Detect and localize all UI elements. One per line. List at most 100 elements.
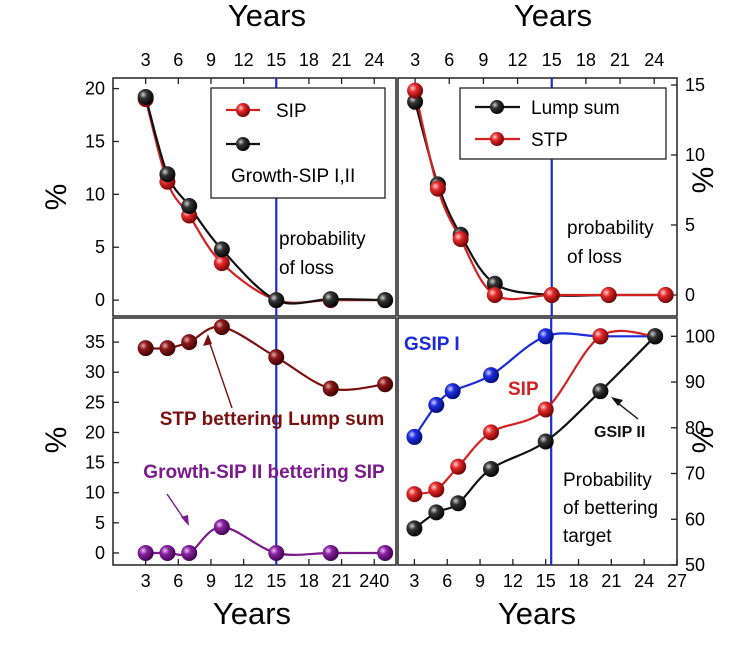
p3-series-0-point [377,376,394,393]
panel-2-plot: 3 6 9 12 15 18 21 24 0 5 10 15 [407,50,705,316]
p2-series-1-point [600,287,617,303]
p2-series-1-point [657,287,674,303]
p4-xtick-label: 6 [442,571,452,591]
p4-ylabel: % [687,427,720,454]
p3-series-0-point [137,340,154,357]
p1-legend-marker-sip [236,103,250,117]
p4-series-0-point [537,328,554,345]
p1-series-1-point [377,292,394,309]
p1-series-1-point [181,197,198,214]
p2-top-xlabel: Years [514,0,592,33]
p1-xtick-label: 18 [299,50,319,70]
p1-ytick-label: 15 [85,131,105,151]
p4-arrowhead-gsip2 [611,397,623,406]
p4-xtick-label: 12 [503,571,523,591]
p4-ytick-label: 100 [685,326,715,346]
p4-xtick-label: 15 [536,571,556,591]
p3-ytick-label: 15 [85,453,105,473]
p2-legend-marker-lump [490,100,504,114]
p4-annotation-gsip1: GSIP I [404,334,460,355]
p1-top-xlabel: Years [228,0,306,33]
p3-xtick-label: 6 [173,571,183,591]
p3-series-0-point [268,349,285,366]
p3-ytick-label: 5 [95,513,105,533]
p4-series-0-point [444,383,461,400]
p1-ytick-label: 5 [95,237,105,257]
p3-ytick-label: 20 [85,422,105,442]
p2-series-1-point [429,180,446,197]
p3-series-1-point [322,544,339,561]
p3-series-1-point [213,519,230,536]
p3-series-0-point [159,340,176,357]
p4-series-2-point [406,520,423,537]
p4-xtick-label: 21 [601,571,621,591]
p3-series-0-point [213,319,230,336]
p4-xtick-label: 18 [569,571,589,591]
p4-annotation-sip: SIP [508,379,539,400]
p4-xtick-label: 27 [667,571,687,591]
p1-ytick-label: 20 [85,79,105,99]
p4-series-0-point [483,367,499,384]
p3-series-line-0 [145,325,386,391]
p1-xtick-label: 24 [364,50,384,70]
p2-series-1-point [407,82,424,99]
p3-ytick-label: 25 [85,392,105,412]
p1-xtick-label: 12 [234,50,254,70]
p2-legend: Lump sum STP [459,87,667,160]
p3-annotation-stp: STP bettering Lump sum [160,409,385,430]
p4-series-2-point [483,460,499,477]
p3-series-0-point [181,334,198,351]
p3-ytick-label: 10 [85,483,105,503]
p3-ytick-label: 35 [85,332,105,352]
p4-series-1-point [537,401,554,418]
p3-arrowhead-gsip2 [181,515,189,526]
p4-series-1-point [483,424,499,441]
p4-ytick-label: 50 [685,555,705,575]
panel-4-frame [397,317,678,566]
p1-legend-label-gsip: Growth-SIP I,II [231,166,355,187]
p3-xtick-label: 3 [141,571,151,591]
p2-ytick-label: 15 [685,75,705,95]
p2-annotation-probability: probability [567,218,654,239]
panel-2-frame [397,77,678,317]
p1-xtick-label: 6 [173,50,183,70]
p4-series-1-point [450,458,467,475]
p1-ylabel: % [40,184,73,211]
p3-series-1-point [159,544,176,561]
p3-series-1-point [181,544,198,561]
p3-xtick-label: 21 [332,571,352,591]
panel-3-frame [112,317,397,566]
p3-xtick-label: 15 [266,571,286,591]
p4-series-2-point [647,328,664,345]
p4-ytick-label: 90 [685,372,705,392]
p4-annotation-line2: of bettering [563,498,658,519]
p1-series-1-point [213,241,230,258]
p1-ytick-label: 0 [95,290,105,310]
p2-series-1-point [452,231,469,247]
p2-ytick-label: 10 [685,145,705,165]
p4-xtick-label: 3 [409,571,419,591]
p3-ytick-label: 0 [95,543,105,563]
p2-annotation-of-loss: of loss [567,247,622,268]
p1-series-1-point [137,89,154,106]
p3-xtick-label: 240 [359,571,389,591]
p4-ytick-label: 80 [685,418,705,438]
p3-series-0-point [322,380,339,397]
p2-xtick-label: 18 [576,50,596,70]
p3-xtick-label: 18 [299,571,319,591]
p4-series-0-point [406,428,423,445]
p3-ytick-label: 30 [85,362,105,382]
panel-1-plot: 3 6 9 12 15 18 21 24 0 5 10 15 20 [85,50,394,316]
p4-annotation-line3: target [563,526,612,547]
p1-annotation-of-loss: of loss [279,258,334,279]
panel-3-plot: 3 6 9 12 15 18 21 240 0 5 10 15 20 25 30 35 [85,318,394,591]
p1-xtick-label: 3 [141,50,151,70]
p3-arrowhead-stp [203,334,212,346]
p2-xtick-label: 15 [542,50,562,70]
p4-ytick-label: 60 [685,509,705,529]
p4-series-2-point [428,504,445,521]
p4-series-1-point [592,328,609,345]
p2-series-0-point [486,275,503,292]
p3-xtick-label: 9 [206,571,216,591]
